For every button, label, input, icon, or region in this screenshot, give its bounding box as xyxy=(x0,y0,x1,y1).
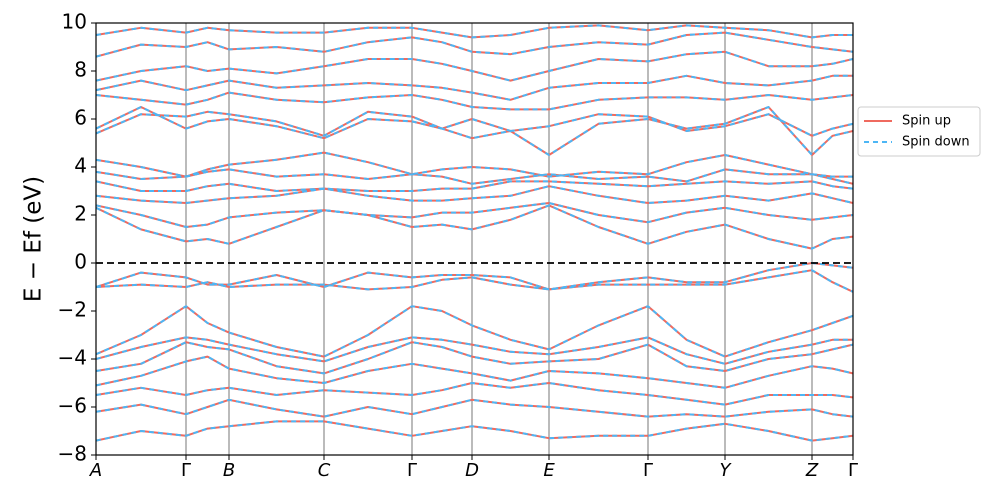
band-line xyxy=(96,180,853,192)
band-line xyxy=(96,185,853,204)
band-line xyxy=(96,341,853,375)
band-line xyxy=(96,305,853,358)
plot-area xyxy=(96,23,853,455)
band-line xyxy=(96,398,853,418)
x-tick-label: Γ xyxy=(407,460,417,481)
band-line xyxy=(96,305,853,358)
y-tick-label: 10 xyxy=(62,10,87,34)
legend-label: Spin up xyxy=(902,114,951,129)
band-line xyxy=(96,110,853,140)
x-tick-label: Y xyxy=(720,460,733,481)
y-tick-label: 0 xyxy=(74,250,87,274)
band-line xyxy=(96,336,853,365)
y-tick-label: 6 xyxy=(74,106,87,130)
x-tick-label: Γ xyxy=(848,460,858,481)
band-line xyxy=(96,91,853,111)
x-tick-label: C xyxy=(318,460,331,481)
x-tick-label: Γ xyxy=(181,460,191,481)
band-line xyxy=(96,269,853,293)
band-line xyxy=(96,168,853,185)
y-tick-label: −8 xyxy=(58,442,87,466)
band-line xyxy=(96,31,853,58)
band-line xyxy=(96,31,853,58)
band-line xyxy=(96,24,853,39)
y-tick-label: −6 xyxy=(58,394,87,418)
band-line xyxy=(96,110,853,140)
band-line xyxy=(96,50,853,82)
band-line xyxy=(96,50,853,82)
band-line xyxy=(96,382,853,406)
y-tick-label: −4 xyxy=(58,346,87,370)
band-line xyxy=(96,151,853,178)
legend-box xyxy=(857,106,981,157)
band-line xyxy=(96,202,853,228)
x-tick-label: B xyxy=(223,460,235,481)
y-tick-label: 8 xyxy=(74,58,87,82)
band-line xyxy=(96,204,853,250)
band-line xyxy=(96,106,853,156)
band-line xyxy=(96,420,853,442)
band-line xyxy=(96,262,853,291)
band-line xyxy=(96,269,853,293)
y-axis-label: E − Ef (eV) xyxy=(21,176,47,302)
band-line xyxy=(96,420,853,442)
band-line xyxy=(96,74,853,101)
plot-frame xyxy=(95,22,854,456)
legend-label: Spin down xyxy=(902,135,970,150)
band-line xyxy=(96,151,853,178)
x-tick-label: D xyxy=(465,460,479,481)
band-line xyxy=(96,355,853,389)
y-tick-label: −2 xyxy=(58,298,87,322)
band-line xyxy=(96,74,853,101)
band-line xyxy=(96,106,853,156)
x-tick-label: Γ xyxy=(643,460,653,481)
band-line xyxy=(96,202,853,228)
x-tick-label: A xyxy=(89,460,102,481)
y-tick-label: 2 xyxy=(74,202,87,226)
x-tick-label: Z xyxy=(805,460,819,481)
x-tick-label: E xyxy=(543,460,555,481)
y-tick-label: 4 xyxy=(74,154,87,178)
